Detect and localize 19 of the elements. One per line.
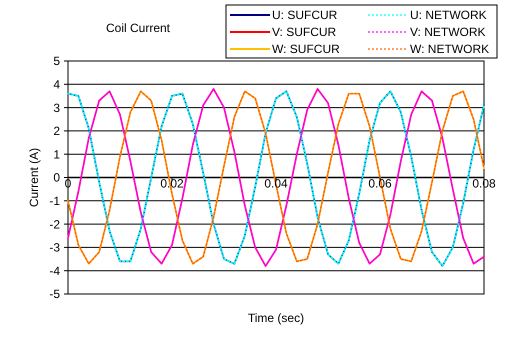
y-tick-label: 2	[53, 124, 60, 138]
y-tick-label: -2	[49, 217, 60, 232]
legend-label: U: NETWORK	[410, 8, 487, 22]
legend-label: V: SUFCUR	[272, 25, 337, 40]
y-tick-label: -1	[49, 194, 60, 208]
legend-label: V: NETWORK	[410, 25, 486, 40]
y-tick-label: 5	[53, 54, 60, 68]
legend-label: W: SUFCUR	[272, 42, 340, 56]
y-tick-label: 1	[53, 147, 60, 162]
y-tick-label: -5	[49, 287, 60, 302]
y-tick-label: 3	[53, 100, 60, 115]
legend-label: U: SUFCUR	[272, 8, 338, 22]
chart-title: Coil Current	[106, 21, 171, 35]
y-tick-label: 4	[53, 78, 60, 92]
y-axis-title: Current (A)	[27, 148, 41, 208]
legend-label: W: NETWORK	[410, 42, 490, 56]
y-tick-label: -4	[49, 264, 60, 278]
x-axis-title: Time (sec)	[248, 311, 304, 325]
y-tick-label: -3	[49, 240, 60, 255]
